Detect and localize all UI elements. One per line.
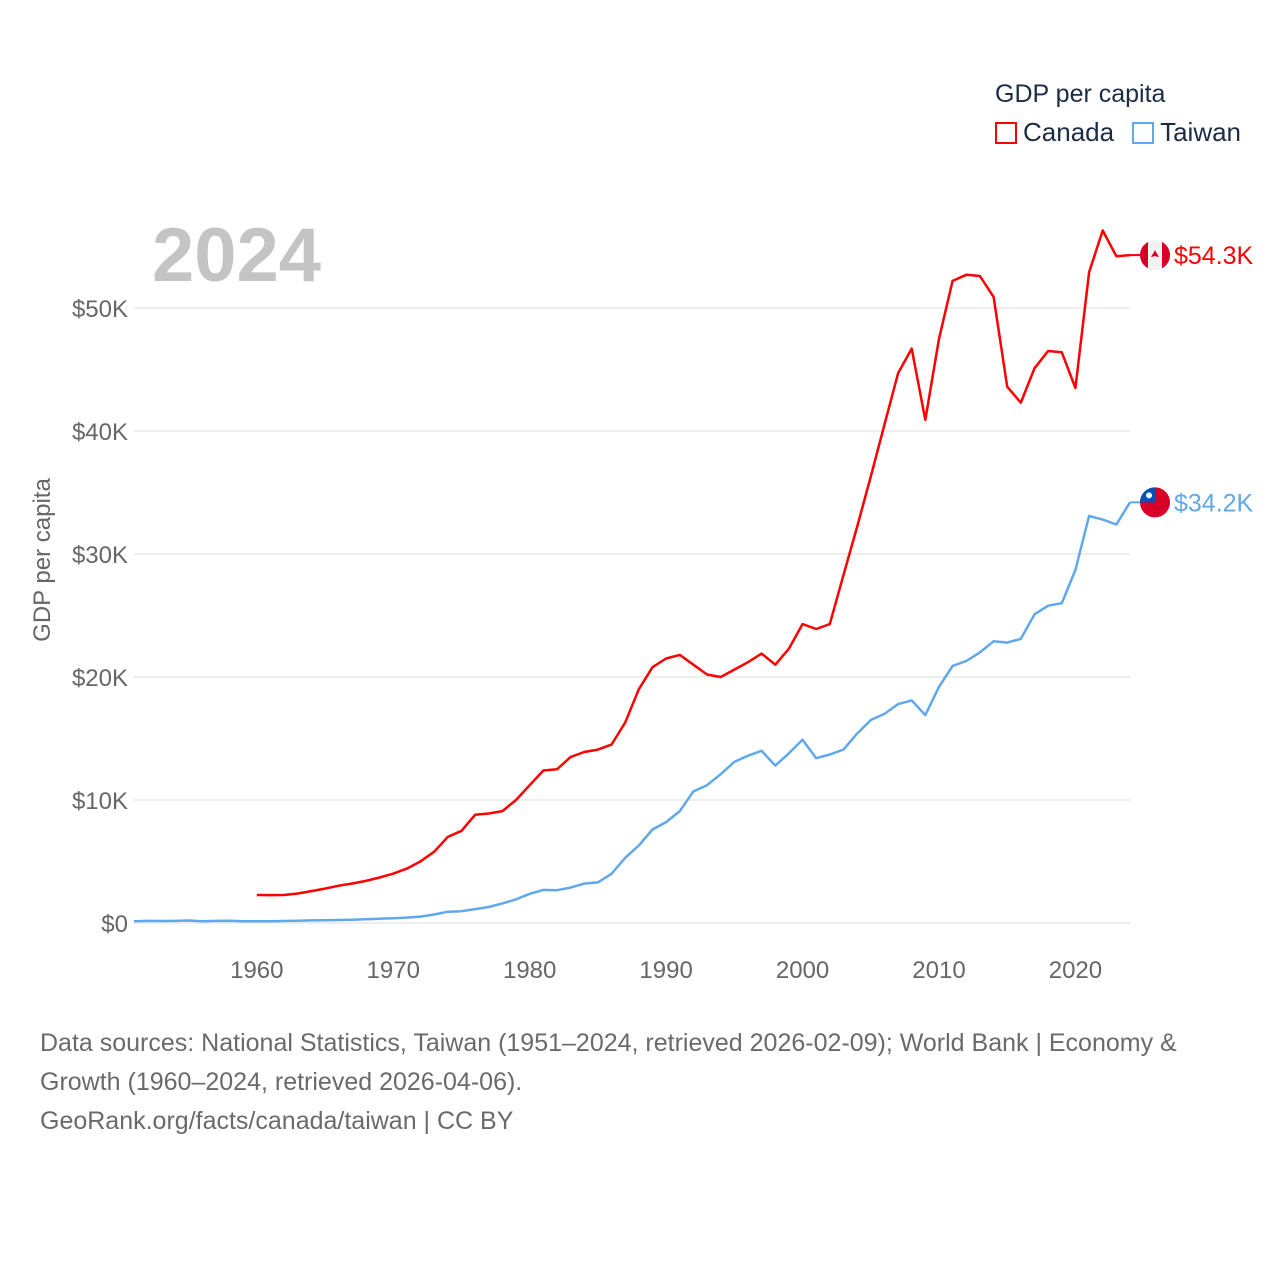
- footer: Data sources: National Statistics, Taiwa…: [40, 1024, 1240, 1141]
- x-tick-label: 1980: [503, 957, 556, 984]
- y-tick-label: $10K: [72, 788, 128, 815]
- series-line-canada: [256, 229, 1131, 897]
- flag-sun: [1146, 492, 1152, 499]
- y-tick-label: $20K: [72, 665, 128, 692]
- x-tick-label: 1970: [367, 957, 420, 984]
- legend: GDP per capita Canada Taiwan: [995, 80, 1241, 148]
- data-sources: Data sources: National Statistics, Taiwa…: [40, 1029, 1177, 1096]
- x-tick-label: 1990: [639, 957, 692, 984]
- year-label: 2024: [152, 213, 322, 298]
- x-tick-label: 2020: [1049, 957, 1102, 984]
- y-axis-label: GDP per capita: [29, 478, 56, 642]
- legend-swatch-canada: [995, 121, 1017, 144]
- flag-canada-icon: [1140, 240, 1170, 271]
- legend-item-taiwan[interactable]: Taiwan: [1132, 117, 1241, 148]
- x-tick-label: 2000: [776, 957, 829, 984]
- x-tick-label: 2010: [912, 957, 965, 984]
- credit-link[interactable]: GeoRank.org/facts/canada/taiwan | CC BY: [40, 1107, 514, 1135]
- x-tick-label: 1960: [230, 957, 283, 984]
- end-value-label: $34.2K: [1174, 489, 1254, 517]
- y-tick-label: $40K: [72, 419, 128, 446]
- y-tick-label: $0: [101, 911, 128, 938]
- series-line-taiwan: [133, 501, 1132, 923]
- maple-leaf: [1151, 250, 1159, 258]
- y-tick-label: $30K: [72, 542, 128, 569]
- y-tick-label: $50K: [72, 296, 128, 323]
- legend-title: GDP per capita: [995, 80, 1166, 108]
- legend-swatch-taiwan: [1132, 121, 1155, 144]
- legend-label-canada: Canada: [1023, 117, 1115, 147]
- legend-label-taiwan: Taiwan: [1160, 117, 1242, 147]
- flag-band: [1140, 241, 1148, 269]
- flag-taiwan-icon: [1140, 487, 1170, 518]
- end-value-label: $54.3K: [1174, 242, 1254, 270]
- legend-item-canada[interactable]: Canada: [995, 117, 1114, 148]
- flag-band: [1162, 241, 1170, 269]
